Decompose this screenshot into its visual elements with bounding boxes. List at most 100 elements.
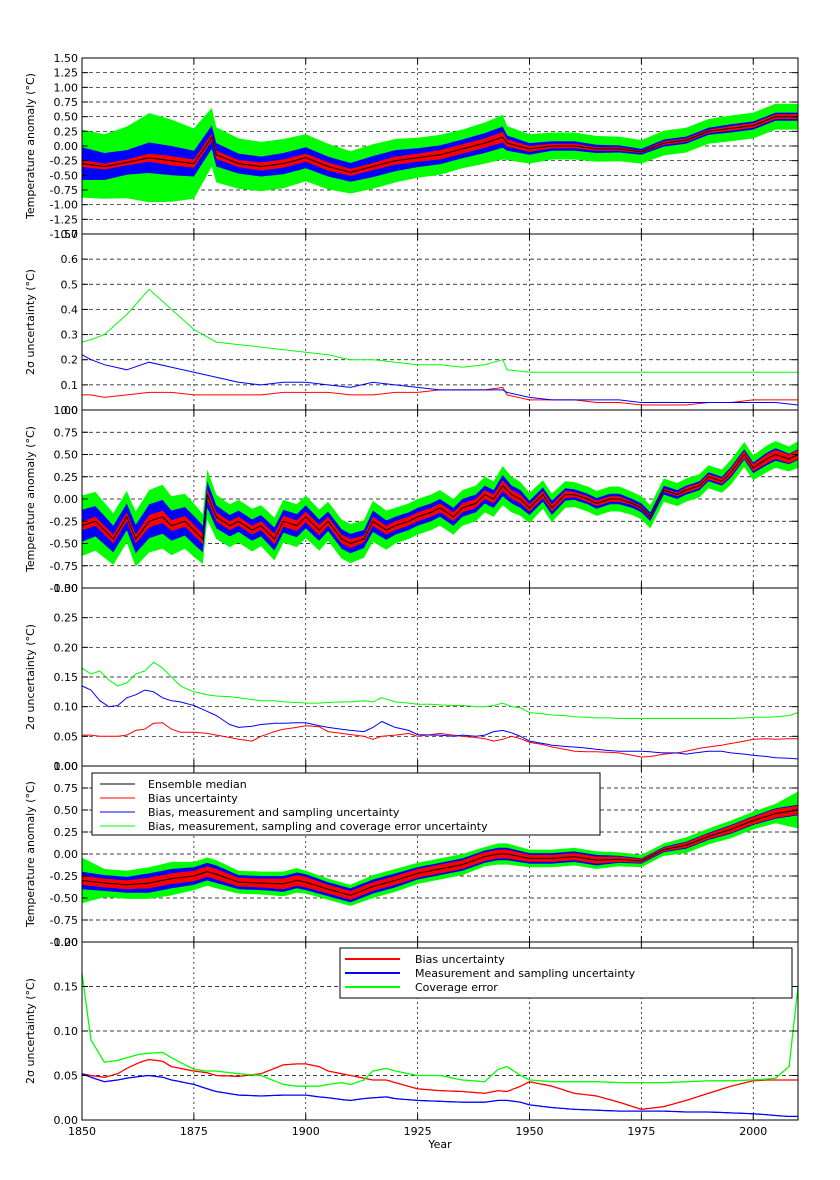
coverage-line: [82, 288, 798, 373]
y-tick-label: -0.50: [50, 169, 78, 182]
y-tick-label: -0.75: [50, 560, 78, 573]
y-tick-label: 0.50: [54, 449, 79, 462]
panel-2: 0.0 0.1 0.2 0.3 0.4 0.5 0.6 0.7 2σ uncertainty (…: [24, 228, 799, 417]
measurement-line: [82, 354, 798, 406]
x-tick-label: 1850: [68, 1125, 96, 1138]
x-tick-label: 1925: [404, 1125, 432, 1138]
band-bias: [82, 114, 798, 176]
measurement-line: [82, 1073, 798, 1118]
plot-area: [82, 661, 798, 760]
y-tick-label: 0.00: [54, 1114, 79, 1127]
panel-frame: [81, 233, 799, 411]
y-tick-label: -1.00: [50, 936, 78, 949]
median-line: [82, 116, 798, 173]
y-tick-label: 0.50: [54, 111, 79, 124]
y-tick-label: 1.00: [54, 404, 79, 417]
y-tick-label: 0.25: [54, 826, 79, 839]
y-tick-label: -0.75: [50, 914, 78, 927]
y-tick-label: -1.00: [50, 199, 78, 212]
y-tick-label: -1.50: [50, 228, 78, 241]
y-tick-label: -0.50: [50, 892, 78, 905]
y-tick-label: -0.25: [50, 155, 78, 168]
y-tick-label: 0.15: [54, 671, 79, 684]
panel-6: 0.00 0.05 0.10 0.15 0.20 2σ uncertainty (°C) B…: [24, 936, 799, 1127]
legend-label: Bias, measurement, sampling and coverage…: [148, 820, 488, 833]
plot-area: [82, 288, 798, 406]
legend-label: Bias, measurement and sampling uncertain…: [148, 806, 400, 819]
coverage-line: [82, 973, 798, 1087]
median-line: [82, 809, 798, 896]
band-measurement: [82, 804, 798, 903]
x-axis-label: Year: [427, 1138, 452, 1151]
legend-label: Bias uncertainty: [148, 792, 238, 805]
y-tick-label: 0.20: [54, 936, 79, 949]
measurement-line: [82, 685, 798, 760]
y-tick-label: 0.25: [54, 612, 79, 625]
x-tick-label: 2000: [739, 1125, 767, 1138]
band-bias: [82, 450, 798, 548]
y-tick-label: 0.75: [54, 782, 79, 795]
plot-area: [82, 973, 798, 1118]
y-tick-label: 0.15: [54, 981, 79, 994]
y-tick-label: 0.7: [61, 228, 79, 241]
y-tick-label: 0.05: [54, 730, 79, 743]
y-axis-label: 2σ uncertainty (°C): [24, 624, 37, 730]
y-tick-label: 0.2: [61, 354, 79, 367]
coverage-line: [82, 661, 798, 719]
panel-1: -1.50-1.25-1.00-0.75-0.50-0.250.000.250.…: [24, 52, 799, 241]
y-tick-label: 0.25: [54, 125, 79, 138]
y-tick-label: 0.05: [54, 1070, 79, 1083]
y-tick-label: 0.10: [54, 701, 79, 714]
x-tick-label: 1900: [292, 1125, 320, 1138]
y-tick-label: 0.50: [54, 804, 79, 817]
plot-area: [82, 103, 798, 203]
y-tick-label: 0.6: [61, 253, 79, 266]
y-axis-label: 2σ uncertainty (°C): [24, 269, 37, 375]
plot-area: [82, 441, 798, 567]
y-tick-label: 0.00: [54, 493, 79, 506]
bias-line: [82, 722, 798, 758]
y-tick-label: -1.25: [50, 213, 78, 226]
y-tick-label: 0.10: [54, 1025, 79, 1038]
y-tick-label: 0.00: [54, 848, 79, 861]
median-line: [82, 453, 798, 545]
y-axis-label: Temperature anomaly (°C): [24, 781, 37, 928]
panel-5: -1.00 -0.75 -0.50 -0.25 0.00 0.25 0.50 0.75 1.00…: [24, 760, 799, 949]
plot-area: [82, 791, 798, 906]
y-tick-label: 0.25: [54, 471, 79, 484]
y-tick-label: 0.3: [61, 329, 79, 342]
y-tick-label: -1.00: [50, 582, 78, 595]
legend-label: Coverage error: [415, 981, 498, 994]
y-tick-label: 1.25: [54, 67, 79, 80]
y-axis-label: 2σ uncertainty (°C): [24, 978, 37, 1084]
legend-label: Measurement and sampling uncertainty: [415, 967, 636, 980]
y-tick-label: -0.25: [50, 870, 78, 883]
y-tick-label: 0.4: [61, 303, 79, 316]
x-tick-label: 1875: [180, 1125, 208, 1138]
y-tick-label: -0.75: [50, 184, 78, 197]
panel-3: -1.00 -0.75 -0.50 -0.25 0.00 0.25 0.50 0.75 1.00…: [24, 404, 799, 595]
panels: -1.50-1.25-1.00-0.75-0.50-0.250.000.250.…: [24, 52, 799, 1138]
y-tick-label: 0.5: [61, 278, 79, 291]
legend-label: Bias uncertainty: [415, 953, 505, 966]
panel-4: 0.00 0.05 0.10 0.15 0.20 0.25 0.30 2σ uncertain…: [24, 582, 799, 773]
y-axis-label: Temperature anomaly (°C): [24, 73, 37, 220]
y-tick-label: -0.25: [50, 515, 78, 528]
y-tick-label: 0.75: [54, 426, 79, 439]
y-tick-label: 0.30: [54, 582, 79, 595]
y-tick-label: 0.1: [61, 379, 79, 392]
x-tick-label: 1975: [627, 1125, 655, 1138]
y-axis-label: Temperature anomaly (°C): [24, 426, 37, 573]
y-tick-label: 0.0: [61, 404, 79, 417]
y-tick-label: -0.50: [50, 538, 78, 551]
x-tick-label: 1950: [516, 1125, 544, 1138]
y-tick-label: 1.00: [54, 760, 79, 773]
band-bias: [82, 805, 798, 900]
y-tick-label: 1.00: [54, 81, 79, 94]
y-tick-label: 1.50: [54, 52, 79, 65]
y-tick-label: 0.00: [54, 140, 79, 153]
y-tick-label: 0.20: [54, 641, 79, 654]
